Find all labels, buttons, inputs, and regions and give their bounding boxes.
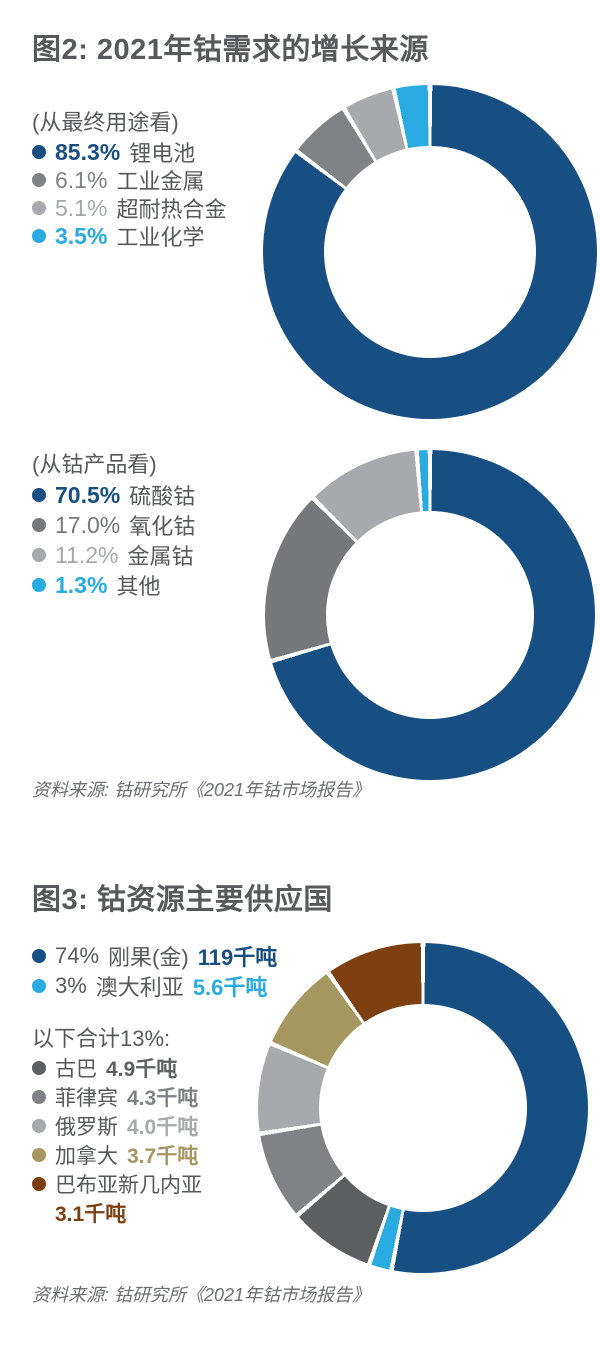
canada-amount: 3.7千吨 [127, 1144, 199, 1168]
industrial-metal-pct: 6.1% [55, 166, 108, 193]
cuba-amount: 4.9千吨 [106, 1057, 178, 1081]
philippines-label: 菲律宾 [55, 1086, 118, 1110]
legend-item-cobalt-oxide: 17.0% 氧化钴 [32, 510, 195, 540]
cobalt-sulfate-pct: 70.5% [55, 481, 121, 508]
industrial-metal-label: 工业金属 [116, 169, 205, 194]
cobalt-product-donut-chart [265, 450, 595, 780]
legend-item-superalloy: 5.1% 超耐热合金 [32, 194, 226, 222]
legend-item-cobalt-sulfate: 70.5% 硫酸钴 [32, 480, 195, 510]
russia-amount: 4.0千吨 [127, 1115, 199, 1139]
congo-amount: 119千吨 [197, 945, 278, 970]
congo-label: 刚果(金) [108, 945, 189, 970]
russia-label: 俄罗斯 [55, 1115, 118, 1139]
minor-countries-heading: 以下合计13%: [32, 1026, 171, 1051]
cobalt-sulfate-label: 硫酸钴 [129, 484, 196, 509]
industrial-chemical-dot-icon [32, 229, 46, 243]
legend-item-industrial-chemical: 3.5% 工业化学 [32, 222, 226, 250]
cobalt-sulfate-dot-icon [32, 488, 46, 502]
philippines-dot-icon [32, 1089, 46, 1104]
australia-dot-icon [32, 979, 46, 993]
legend-item-russia: 俄罗斯 4.0千吨 [32, 1111, 277, 1140]
canada-dot-icon [32, 1147, 46, 1162]
legend-item-philippines: 菲律宾 4.3千吨 [32, 1082, 277, 1111]
figure3-title: 图3: 钴资源主要供应国 [32, 884, 333, 916]
other-label: 其他 [116, 574, 161, 599]
cuba-label: 古巴 [55, 1057, 97, 1081]
other-pct: 1.3% [55, 571, 108, 598]
legend-item-papua-new-guinea: 巴布亚新几内亚 [32, 1169, 277, 1198]
supplier-country-legend: 74% 刚果(金) 119千吨 3% 澳大利亚 5.6千吨 以下合计13%: 古… [32, 941, 277, 1227]
cuba-dot-icon [32, 1060, 46, 1075]
industrial-metal-dot-icon [32, 173, 46, 187]
industrial-chemical-label: 工业化学 [116, 225, 205, 250]
legend-item-australia: 3% 澳大利亚 5.6千吨 [32, 971, 277, 1001]
legend-item-cobalt-metal: 11.2% 金属钴 [32, 540, 195, 570]
legend-item-lithium-battery: 85.3% 锂电池 [32, 138, 226, 166]
cobalt-metal-dot-icon [32, 548, 46, 562]
end-use-legend: (从最终用途看) 85.3% 锂电池 6.1% 工业金属 5.1% 超耐热合金 … [32, 108, 226, 250]
lithium-battery-dot-icon [32, 145, 46, 159]
papua-new-guinea-label: 巴布亚新几内亚 [55, 1173, 202, 1197]
lithium-battery-pct: 85.3% [55, 138, 121, 165]
end-use-legend-heading: (从最终用途看) [32, 110, 179, 135]
legend-item-cuba: 古巴 4.9千吨 [32, 1053, 277, 1082]
cobalt-oxide-dot-icon [32, 518, 46, 532]
australia-label: 澳大利亚 [95, 975, 184, 1000]
canada-label: 加拿大 [55, 1144, 118, 1168]
figure3-source-note: 资料来源: 钴研究所《2021年钴市场报告》 [32, 1285, 371, 1305]
australia-share: 3% [55, 973, 87, 998]
australia-amount: 5.6千吨 [192, 975, 268, 1000]
figure2-source-note: 资料来源: 钴研究所《2021年钴市场报告》 [32, 780, 371, 800]
cobalt-metal-label: 金属钴 [127, 544, 194, 569]
cobalt-oxide-pct: 17.0% [55, 511, 121, 538]
legend-item-congo: 74% 刚果(金) 119千吨 [32, 941, 277, 971]
legend-item-canada: 加拿大 3.7千吨 [32, 1140, 277, 1169]
superalloy-dot-icon [32, 201, 46, 215]
congo-dot-icon [32, 949, 46, 963]
superalloy-label: 超耐热合金 [116, 197, 227, 222]
philippines-amount: 4.3千吨 [127, 1086, 199, 1110]
figure2-title: 图2: 2021年钴需求的增长来源 [32, 34, 429, 66]
lithium-battery-label: 锂电池 [129, 141, 196, 166]
congo-share: 74% [55, 943, 100, 968]
end-use-donut-chart [263, 85, 597, 419]
industrial-chemical-pct: 3.5% [55, 222, 108, 249]
cobalt-product-legend-heading: (从钴产品看) [32, 452, 157, 477]
legend-item-other: 1.3% 其他 [32, 570, 195, 600]
other-dot-icon [32, 578, 46, 592]
cobalt-product-legend: (从钴产品看) 70.5% 硫酸钴 17.0% 氧化钴 11.2% 金属钴 1.… [32, 450, 195, 600]
papua-new-guinea-amount: 3.1千吨 [55, 1202, 127, 1226]
legend-item-industrial-metal: 6.1% 工业金属 [32, 166, 226, 194]
russia-dot-icon [32, 1118, 46, 1133]
papua-new-guinea-dot-icon [32, 1176, 46, 1191]
superalloy-pct: 5.1% [55, 194, 108, 221]
cobalt-metal-pct: 11.2% [55, 541, 119, 568]
supplier-country-donut-chart [258, 943, 588, 1273]
cobalt-oxide-label: 氧化钴 [129, 514, 196, 539]
